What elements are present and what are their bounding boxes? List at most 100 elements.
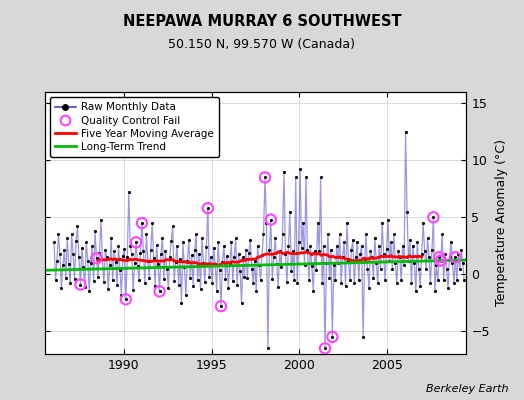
Point: [422, 265, 430, 272]
Point: [188, 252, 196, 258]
Point: [195, 250, 203, 257]
Point: [352, 254, 360, 260]
Point: [296, 166, 304, 173]
Point: [79, 264, 88, 271]
Point: [376, 265, 385, 272]
Point: [223, 253, 231, 259]
Point: [356, 250, 364, 257]
Point: [189, 282, 198, 289]
Point: [381, 277, 389, 283]
Point: [73, 223, 82, 230]
Point: [183, 257, 192, 264]
Point: [140, 280, 149, 286]
Point: [68, 231, 76, 238]
Point: [346, 277, 354, 283]
Point: [281, 250, 290, 257]
Point: [431, 288, 439, 294]
Point: [407, 280, 416, 286]
Point: [348, 237, 357, 243]
Point: [378, 220, 386, 226]
Point: [53, 257, 61, 264]
Point: [283, 279, 291, 286]
Point: [357, 242, 366, 249]
Point: [293, 280, 301, 286]
Point: [397, 277, 406, 283]
Point: [269, 254, 278, 260]
Point: [328, 334, 336, 340]
Point: [114, 242, 123, 249]
Point: [217, 303, 225, 309]
Point: [215, 266, 224, 273]
Point: [390, 231, 398, 238]
Point: [233, 281, 242, 288]
Point: [199, 260, 208, 266]
Point: [123, 254, 132, 260]
Point: [202, 244, 211, 250]
Point: [385, 257, 394, 264]
Point: [129, 287, 137, 294]
Point: [154, 261, 162, 267]
Point: [374, 280, 382, 286]
Point: [284, 242, 292, 249]
Point: [177, 300, 185, 306]
Point: [66, 280, 74, 286]
Point: [309, 288, 318, 294]
Point: [85, 288, 93, 294]
Point: [245, 250, 253, 256]
Point: [372, 260, 380, 266]
Point: [326, 247, 335, 254]
Point: [148, 220, 156, 226]
Point: [169, 223, 177, 230]
Point: [138, 220, 146, 226]
Point: [436, 257, 445, 264]
Point: [254, 242, 262, 249]
Point: [280, 168, 288, 175]
Point: [95, 250, 104, 256]
Point: [166, 254, 174, 260]
Point: [250, 257, 259, 264]
Point: [429, 214, 438, 220]
Point: [321, 345, 329, 352]
Point: [219, 258, 227, 265]
Point: [299, 220, 307, 226]
Point: [72, 238, 80, 244]
Point: [256, 277, 265, 283]
Point: [94, 273, 102, 280]
Point: [286, 208, 294, 215]
Point: [83, 257, 92, 264]
Point: [135, 277, 143, 283]
Point: [413, 239, 421, 246]
Point: [173, 242, 181, 249]
Point: [112, 258, 120, 265]
Point: [272, 261, 281, 267]
Point: [76, 281, 84, 288]
Point: [315, 248, 323, 255]
Point: [217, 303, 225, 309]
Point: [416, 282, 424, 289]
Point: [98, 256, 106, 263]
Point: [355, 277, 363, 283]
Point: [406, 237, 414, 243]
Point: [170, 278, 178, 284]
Point: [442, 265, 451, 272]
Point: [306, 242, 314, 249]
Point: [60, 247, 69, 254]
Point: [369, 274, 377, 281]
Point: [366, 248, 375, 255]
Point: [375, 242, 384, 249]
Point: [179, 239, 187, 246]
Point: [438, 231, 446, 238]
Point: [147, 247, 155, 254]
Point: [51, 277, 60, 283]
Point: [56, 250, 64, 257]
Point: [132, 239, 140, 246]
Point: [453, 277, 461, 283]
Point: [158, 235, 167, 241]
Point: [252, 288, 260, 294]
Point: [232, 235, 240, 241]
Text: NEEPAWA MURRAY 6 SOUTHWEST: NEEPAWA MURRAY 6 SOUTHWEST: [123, 14, 401, 29]
Point: [261, 174, 269, 181]
Point: [271, 235, 279, 241]
Point: [313, 220, 322, 226]
Point: [261, 174, 269, 181]
